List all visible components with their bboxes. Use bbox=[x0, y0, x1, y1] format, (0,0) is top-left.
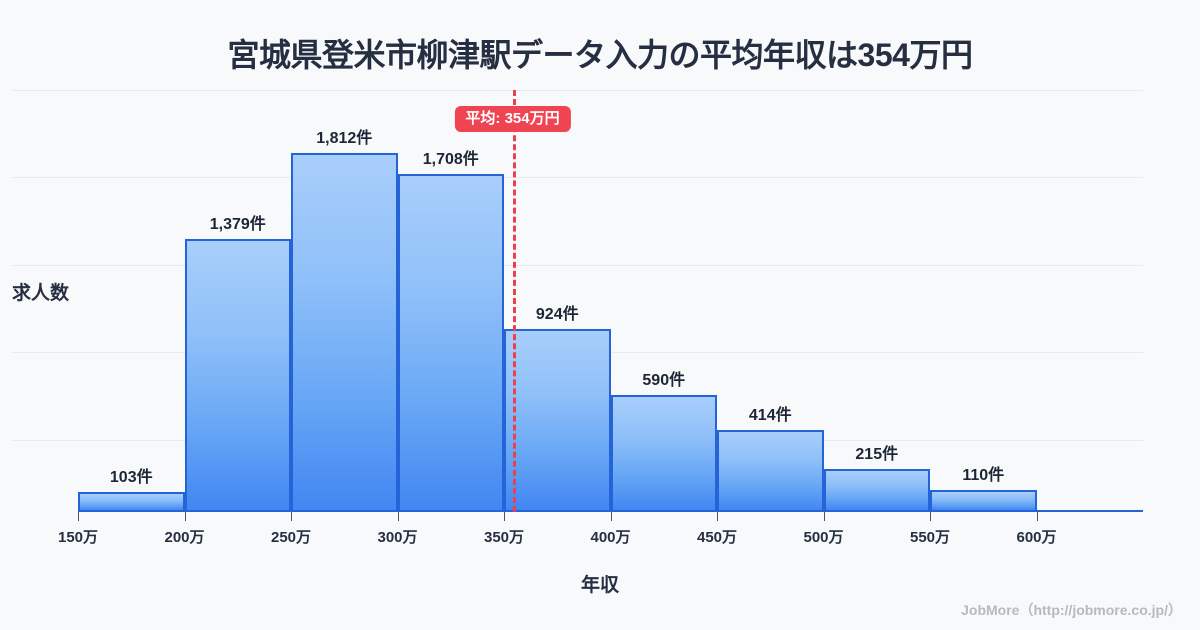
plot-area: 103件 1,379件 1,812件 1,708件 924件 590件 414件 215件 11… bbox=[12, 90, 1143, 546]
x-axis-title: 年収 bbox=[580, 575, 619, 596]
x-axis-tick bbox=[823, 512, 825, 521]
gridline bbox=[12, 264, 1143, 266]
bar[interactable] bbox=[78, 491, 185, 512]
bar-value-label: 103件 bbox=[109, 468, 153, 486]
x-axis-tick bbox=[1036, 512, 1038, 521]
chart-title: 宮城県登米市柳津駅データ入力の平均年収は354万円 bbox=[227, 37, 973, 73]
x-axis-tick bbox=[184, 512, 186, 521]
x-axis-tick-label: 450万 bbox=[696, 529, 738, 546]
x-axis-tick bbox=[504, 512, 505, 521]
x-axis-tick bbox=[291, 512, 292, 521]
x-axis-baseline bbox=[78, 510, 1143, 512]
bar-value-label: 1,379件 bbox=[209, 216, 266, 234]
gridline bbox=[12, 90, 1143, 91]
x-axis-tick-label: 300万 bbox=[377, 529, 418, 546]
x-axis-tick-label: 400万 bbox=[590, 529, 631, 546]
bar-value-label: 590件 bbox=[642, 372, 686, 390]
x-axis-tick bbox=[397, 512, 399, 521]
x-axis-tick-label: 150万 bbox=[57, 529, 99, 546]
bar[interactable] bbox=[610, 395, 717, 512]
x-axis-tick-label: 350万 bbox=[483, 529, 525, 546]
bar-slot[interactable]: 414件 bbox=[717, 90, 824, 512]
x-axis-tick-label: 500万 bbox=[803, 529, 844, 546]
average-badge: 平均: 354万円 bbox=[454, 106, 571, 133]
x-axis-tick-label: 550万 bbox=[909, 529, 951, 546]
x-axis-tick bbox=[78, 512, 79, 521]
bar-value-label: 1,812件 bbox=[316, 130, 373, 148]
bar-value-label: 1,708件 bbox=[422, 150, 479, 168]
bar-slot[interactable]: 1,708件 bbox=[397, 90, 504, 512]
bar[interactable] bbox=[504, 329, 611, 512]
bar[interactable] bbox=[823, 469, 930, 512]
y-axis-title: 求人数 bbox=[12, 283, 70, 304]
x-axis-tick bbox=[717, 512, 718, 521]
x-axis-tick-label: 200万 bbox=[164, 529, 205, 546]
bar[interactable] bbox=[397, 173, 504, 512]
bar-slot[interactable]: 110件 bbox=[930, 90, 1037, 512]
bar-slot[interactable]: 215件 bbox=[823, 90, 930, 512]
bar-slot[interactable]: 1,379件 bbox=[184, 90, 291, 512]
x-axis-tick bbox=[610, 512, 612, 521]
x-axis-tick-label: 600万 bbox=[1016, 529, 1057, 546]
bar-value-label: 414件 bbox=[748, 407, 792, 425]
gridline bbox=[12, 177, 1143, 179]
bar[interactable] bbox=[291, 153, 398, 512]
x-axis-tick bbox=[930, 512, 931, 521]
x-axis-tick-label: 250万 bbox=[270, 529, 312, 546]
bar-slot[interactable]: 924件 bbox=[504, 90, 611, 512]
watermark: JobMore（http://jobmore.co.jp/） bbox=[961, 602, 1182, 618]
bar[interactable] bbox=[184, 239, 291, 512]
bar[interactable] bbox=[930, 490, 1037, 512]
bar-slot[interactable]: 590件 bbox=[610, 90, 717, 512]
bar-value-label: 924件 bbox=[535, 306, 579, 324]
bar-value-label: 110件 bbox=[962, 467, 1005, 485]
bar[interactable] bbox=[717, 430, 824, 512]
average-line bbox=[512, 90, 516, 512]
bar-value-label: 215件 bbox=[855, 446, 899, 464]
bar-slot[interactable]: 103件 bbox=[78, 90, 185, 512]
bar-series: 103件 1,379件 1,812件 1,708件 924件 590件 414件 215件 11… bbox=[78, 90, 1143, 512]
bar-slot[interactable]: 1,812件 bbox=[291, 90, 398, 512]
